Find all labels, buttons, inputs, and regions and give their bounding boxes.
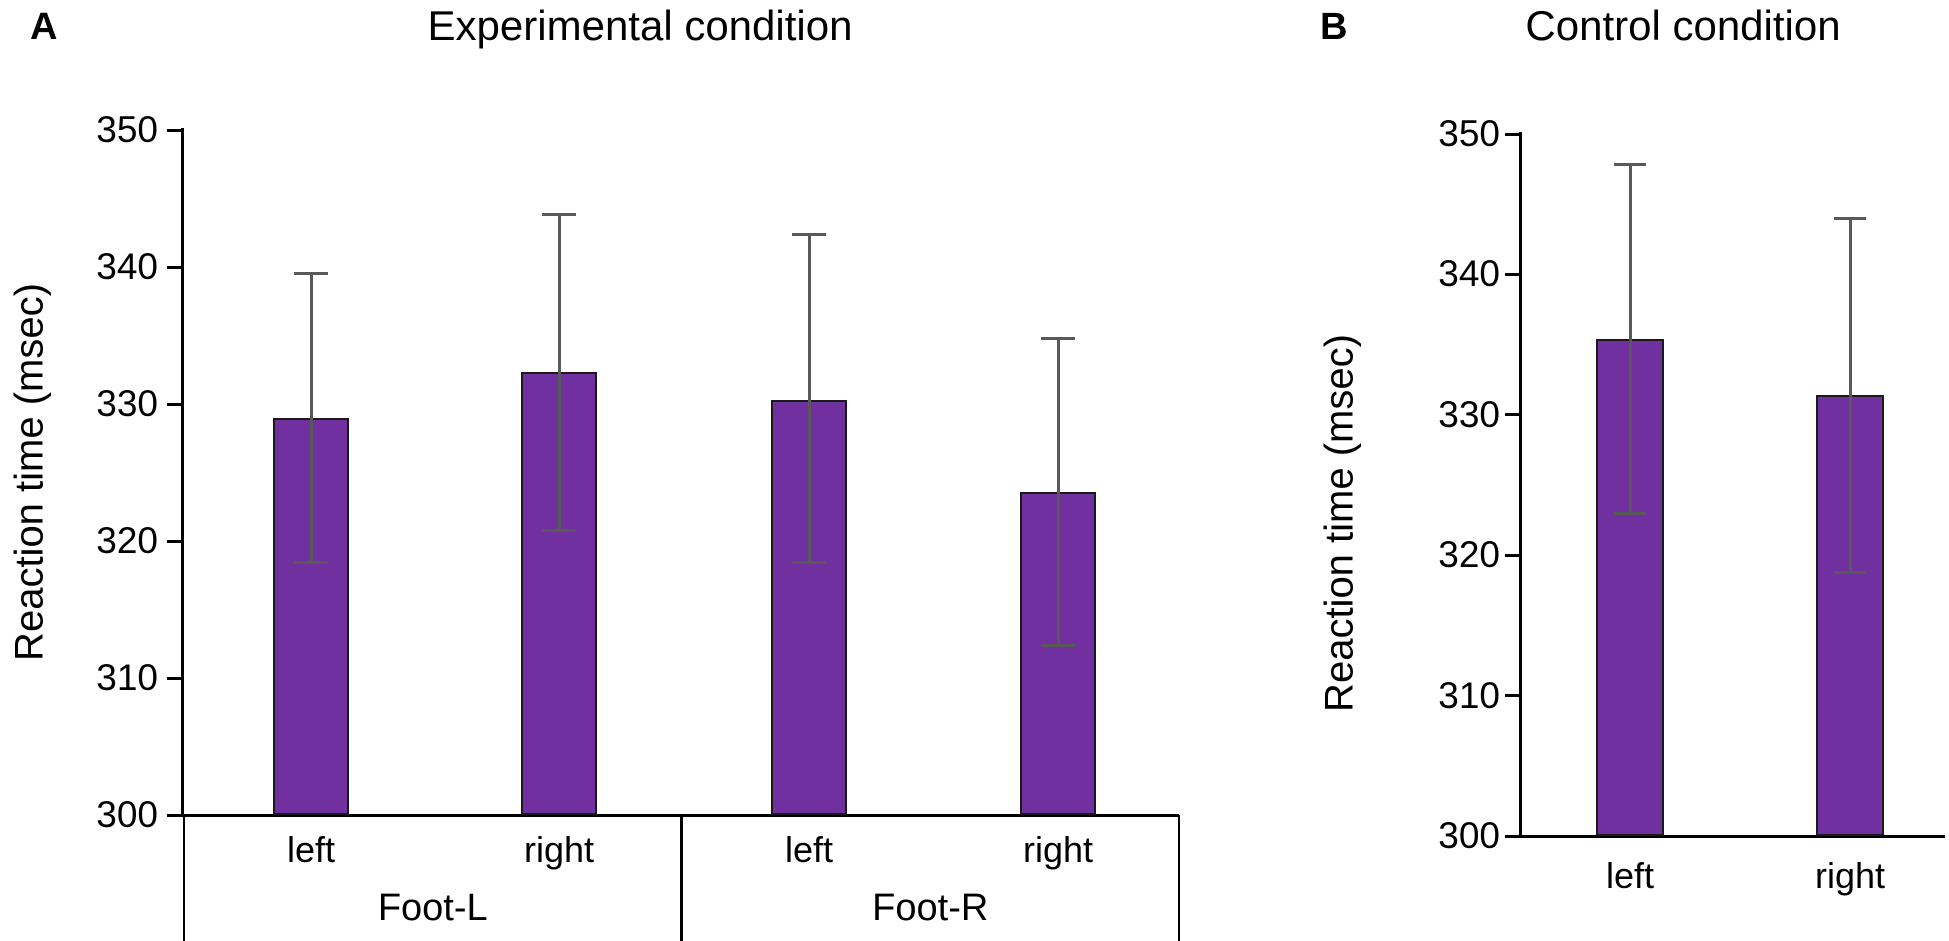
panel-a-y-tick-340 xyxy=(167,265,181,269)
panel-a-error-bar-3 xyxy=(807,234,811,563)
panel-a-category-label-4: right xyxy=(1022,829,1094,870)
panel-a-bar-3 xyxy=(771,399,847,815)
panel-a-y-axis-line xyxy=(180,128,184,817)
panel-a-error-cap-bottom-1 xyxy=(294,561,328,565)
panel-b-error-cap-bottom-2 xyxy=(1834,570,1866,574)
panel-a-category-label-2: right xyxy=(523,829,595,870)
panel-b-y-tick-label-330: 330 xyxy=(1438,393,1500,435)
panel-b-x-axis-line xyxy=(1518,834,1945,838)
panel-a-y-tick-350 xyxy=(167,128,181,132)
panel-a-x-axis-line xyxy=(180,813,1179,817)
panel-a-error-cap-top-3 xyxy=(792,232,826,236)
panel-b-y-tick-310 xyxy=(1505,694,1519,698)
panel-b-y-tick-340 xyxy=(1505,272,1519,276)
panel-a-group-table-vline-3 xyxy=(1177,815,1181,941)
panel-a-y-tick-label-310: 310 xyxy=(96,657,158,698)
panel-b-error-cap-bottom-1 xyxy=(1614,511,1646,515)
panel-a-y-tick-label-330: 330 xyxy=(96,383,158,424)
panel-a-group-table-vline-2 xyxy=(680,815,683,941)
panel-a-y-tick-300 xyxy=(167,813,181,817)
panel-a-y-tick-330 xyxy=(167,402,181,406)
panel-b-y-tick-350 xyxy=(1505,132,1519,136)
panel-a-error-cap-top-1 xyxy=(294,272,328,276)
panel-b-y-axis-title: Reaction time (msec) xyxy=(1317,334,1362,712)
panel-a-error-cap-top-4 xyxy=(1041,336,1075,340)
panel-a-category-label-3: left xyxy=(784,829,834,870)
panel-a-group-label-2: Foot-R xyxy=(872,887,989,929)
panel-a-y-tick-310 xyxy=(167,676,181,680)
panel-a-y-tick-label-340: 340 xyxy=(96,246,158,287)
panel-a-error-cap-top-2 xyxy=(542,213,576,217)
panel-b-error-bar-2 xyxy=(1848,218,1852,573)
panel-b-y-axis-line xyxy=(1518,132,1522,838)
panel-b-letter: B xyxy=(1320,6,1348,48)
panel-b-error-cap-top-1 xyxy=(1614,163,1646,167)
panel-b-category-label-2: right xyxy=(1814,855,1886,896)
panel-b-error-cap-top-2 xyxy=(1834,216,1866,220)
panel-b-y-tick-label-320: 320 xyxy=(1438,534,1500,576)
panel-a-y-tick-label-300: 300 xyxy=(96,794,158,835)
panel-b-y-tick-label-340: 340 xyxy=(1438,253,1500,295)
panel-a-title: Experimental condition xyxy=(427,2,853,49)
panel-a-error-cap-bottom-3 xyxy=(792,561,826,565)
panel-b-error-bar-1 xyxy=(1628,164,1632,514)
panel-a-error-bar-2 xyxy=(557,214,561,531)
panel-a-error-bar-1 xyxy=(309,273,313,563)
panel-a-category-label-1: left xyxy=(286,829,336,870)
panel-b-y-tick-label-310: 310 xyxy=(1438,674,1500,716)
panel-a-error-bar-4 xyxy=(1056,338,1060,646)
panel-a-y-tick-320 xyxy=(167,539,181,543)
panel-a-error-cap-bottom-4 xyxy=(1041,643,1075,647)
panel-b-title: Control condition xyxy=(1525,2,1841,49)
panel-a-y-tick-label-350: 350 xyxy=(96,109,158,150)
panel-a-letter: A xyxy=(30,6,58,48)
panel-a-group-table-vline-1 xyxy=(182,815,186,941)
panel-a-y-tick-label-320: 320 xyxy=(96,520,158,561)
panel-b-y-tick-320 xyxy=(1505,553,1519,557)
panel-b-y-tick-label-300: 300 xyxy=(1438,815,1500,856)
panel-a-y-axis-title: Reaction time (msec) xyxy=(7,283,52,661)
panel-a-error-cap-bottom-2 xyxy=(542,528,576,532)
panel-b-category-label-1: left xyxy=(1605,855,1655,896)
panel-b-y-tick-300 xyxy=(1505,834,1519,838)
panel-a-group-label-1: Foot-L xyxy=(377,887,488,929)
panel-b-y-tick-label-350: 350 xyxy=(1438,113,1500,154)
panel-b-y-tick-330 xyxy=(1505,413,1519,417)
